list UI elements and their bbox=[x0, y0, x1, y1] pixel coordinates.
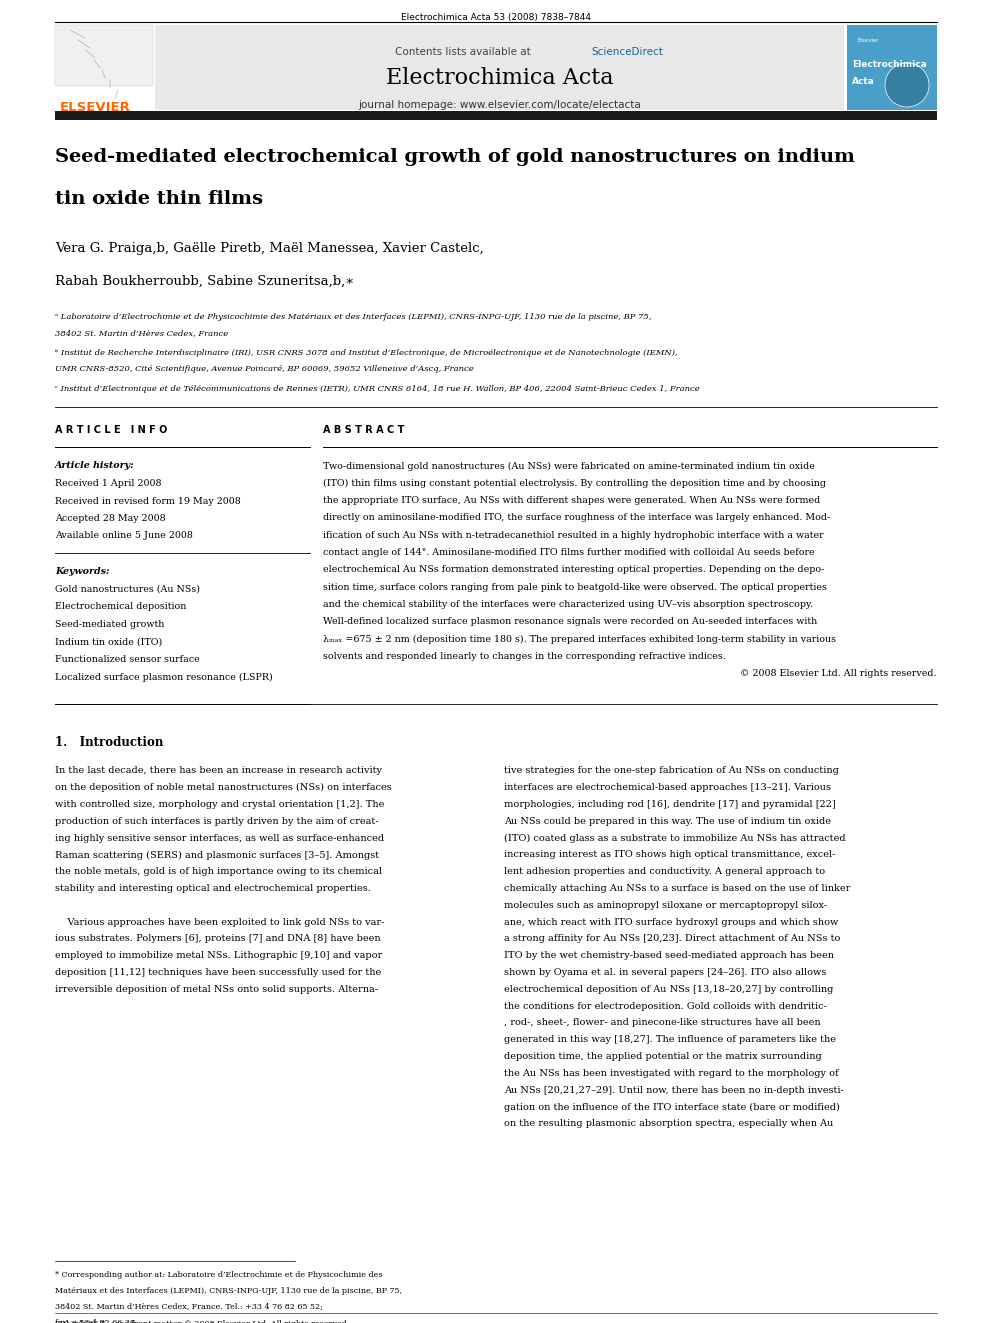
Bar bbox=[55, 49, 153, 110]
Text: contact angle of 144°. Aminosilane-modified ITO films further modified with coll: contact angle of 144°. Aminosilane-modif… bbox=[323, 548, 814, 557]
Text: solvents and responded linearly to changes in the corresponding refractive indic: solvents and responded linearly to chang… bbox=[323, 652, 726, 660]
Text: UMR CNRS-8520, Cité Scientifique, Avenue Poincaré, BP 60069, 59652 Villeneuve d’: UMR CNRS-8520, Cité Scientifique, Avenue… bbox=[55, 365, 474, 373]
Text: Contents lists available at: Contents lists available at bbox=[395, 48, 534, 57]
Text: deposition [11,12] techniques have been successfully used for the: deposition [11,12] techniques have been … bbox=[55, 968, 381, 976]
Text: the Au NSs has been investigated with regard to the morphology of: the Au NSs has been investigated with re… bbox=[504, 1069, 838, 1078]
Text: production of such interfaces is partly driven by the aim of creat-: production of such interfaces is partly … bbox=[55, 816, 379, 826]
Text: ification of such Au NSs with n-tetradecanethiol resulted in a highly hydrophobi: ification of such Au NSs with n-tetradec… bbox=[323, 531, 823, 540]
Text: molecules such as aminopropyl siloxane or mercaptopropyl silox-: molecules such as aminopropyl siloxane o… bbox=[504, 901, 827, 910]
Text: employed to immobilize metal NSs. Lithographic [9,10] and vapor: employed to immobilize metal NSs. Lithog… bbox=[55, 951, 382, 960]
Text: electrochemical deposition of Au NSs [13,18–20,27] by controlling: electrochemical deposition of Au NSs [13… bbox=[504, 984, 833, 994]
Bar bbox=[55, 111, 937, 120]
Text: 38402 St. Martin d’Hères Cedex, France: 38402 St. Martin d’Hères Cedex, France bbox=[55, 329, 228, 337]
Text: A B S T R A C T: A B S T R A C T bbox=[323, 426, 405, 435]
Text: chemically attaching Au NSs to a surface is based on the use of linker: chemically attaching Au NSs to a surface… bbox=[504, 884, 850, 893]
Text: with controlled size, morphology and crystal orientation [1,2]. The: with controlled size, morphology and cry… bbox=[55, 800, 384, 808]
Text: Functionalized sensor surface: Functionalized sensor surface bbox=[55, 655, 199, 664]
Text: ᶜ Institut d’Electronique et de Télécommunications de Rennes (IETR), UMR CNRS 61: ᶜ Institut d’Electronique et de Télécomm… bbox=[55, 385, 699, 393]
Text: Indium tin oxide (ITO): Indium tin oxide (ITO) bbox=[55, 638, 163, 647]
Text: shown by Oyama et al. in several papers [24–26]. ITO also allows: shown by Oyama et al. in several papers … bbox=[504, 968, 826, 976]
Text: Two-dimensional gold nanostructures (Au NSs) were fabricated on amine-terminated: Two-dimensional gold nanostructures (Au … bbox=[323, 462, 814, 471]
Text: sition time, surface colors ranging from pale pink to beatgold-like were observe: sition time, surface colors ranging from… bbox=[323, 582, 827, 591]
Text: gation on the influence of the ITO interface state (bare or modified): gation on the influence of the ITO inter… bbox=[504, 1102, 840, 1111]
Text: Vera G. Praiga,b, Gaëlle Piretb, Maël Manessea, Xavier Castelc,: Vera G. Praiga,b, Gaëlle Piretb, Maël Ma… bbox=[55, 242, 484, 255]
Text: Electrochimica: Electrochimica bbox=[852, 60, 927, 69]
Text: Various approaches have been exploited to link gold NSs to var-: Various approaches have been exploited t… bbox=[55, 918, 384, 926]
Text: interfaces are electrochemical-based approaches [13–21]. Various: interfaces are electrochemical-based app… bbox=[504, 783, 831, 792]
Text: stability and interesting optical and electrochemical properties.: stability and interesting optical and el… bbox=[55, 884, 371, 893]
Text: Electrochimica Acta: Electrochimica Acta bbox=[386, 67, 613, 89]
Text: Seed-mediated electrochemical growth of gold nanostructures on indium: Seed-mediated electrochemical growth of … bbox=[55, 148, 855, 165]
Text: ane, which react with ITO surface hydroxyl groups and which show: ane, which react with ITO surface hydrox… bbox=[504, 918, 838, 926]
Text: Received 1 April 2008: Received 1 April 2008 bbox=[55, 479, 162, 488]
Text: (ITO) coated glass as a substrate to immobilize Au NSs has attracted: (ITO) coated glass as a substrate to imm… bbox=[504, 833, 845, 843]
Text: (ITO) thin films using constant potential electrolysis. By controlling the depos: (ITO) thin films using constant potentia… bbox=[323, 479, 826, 488]
Text: ious substrates. Polymers [6], proteins [7] and DNA [8] have been: ious substrates. Polymers [6], proteins … bbox=[55, 934, 381, 943]
Text: ing highly sensitive sensor interfaces, as well as surface-enhanced: ing highly sensitive sensor interfaces, … bbox=[55, 833, 384, 843]
Text: Well-defined localized surface plasmon resonance signals were recorded on Au-see: Well-defined localized surface plasmon r… bbox=[323, 618, 817, 626]
Text: on the resulting plasmonic absorption spectra, especially when Au: on the resulting plasmonic absorption sp… bbox=[504, 1119, 833, 1129]
Text: A R T I C L E   I N F O: A R T I C L E I N F O bbox=[55, 426, 168, 435]
Text: tive strategies for the one-step fabrication of Au NSs on conducting: tive strategies for the one-step fabrica… bbox=[504, 766, 839, 775]
Text: Gold nanostructures (Au NSs): Gold nanostructures (Au NSs) bbox=[55, 585, 200, 594]
Text: Available online 5 June 2008: Available online 5 June 2008 bbox=[55, 532, 192, 541]
Text: the appropriate ITO surface, Au NSs with different shapes were generated. When A: the appropriate ITO surface, Au NSs with… bbox=[323, 496, 820, 505]
Text: Electrochemical deposition: Electrochemical deposition bbox=[55, 602, 186, 611]
Text: * Corresponding author at: Laboratoire d’Electrochimie et de Physicochimie des: * Corresponding author at: Laboratoire d… bbox=[55, 1271, 383, 1279]
Text: ITO by the wet chemistry-based seed-mediated approach has been: ITO by the wet chemistry-based seed-medi… bbox=[504, 951, 834, 960]
Text: irreversible deposition of metal NSs onto solid supports. Alterna-: irreversible deposition of metal NSs ont… bbox=[55, 984, 378, 994]
Text: tin oxide thin films: tin oxide thin films bbox=[55, 191, 263, 208]
Text: Received in revised form 19 May 2008: Received in revised form 19 May 2008 bbox=[55, 496, 241, 505]
Text: Matériaux et des Interfaces (LEPMI), CNRS-INPG-UJF, 1130 rue de la piscine, BP 7: Matériaux et des Interfaces (LEPMI), CNR… bbox=[55, 1287, 402, 1295]
Text: Elsevier: Elsevier bbox=[857, 38, 879, 44]
Text: ScienceDirect: ScienceDirect bbox=[591, 48, 664, 57]
Text: deposition time, the applied potential or the matrix surrounding: deposition time, the applied potential o… bbox=[504, 1052, 821, 1061]
Text: 1.   Introduction: 1. Introduction bbox=[55, 737, 164, 749]
Text: journal homepage: www.elsevier.com/locate/electacta: journal homepage: www.elsevier.com/locat… bbox=[358, 101, 641, 110]
Text: Seed-mediated growth: Seed-mediated growth bbox=[55, 620, 165, 628]
Text: the noble metals, gold is of high importance owing to its chemical: the noble metals, gold is of high import… bbox=[55, 867, 382, 876]
Text: increasing interest as ITO shows high optical transmittance, excel-: increasing interest as ITO shows high op… bbox=[504, 851, 835, 860]
Text: 38402 St. Martin d’Hères Cedex, France. Tel.: +33 4 76 82 65 52;: 38402 St. Martin d’Hères Cedex, France. … bbox=[55, 1303, 322, 1311]
Text: ᵃ Laboratoire d’Electrochimie et de Physicochimie des Matériaux et des Interface: ᵃ Laboratoire d’Electrochimie et de Phys… bbox=[55, 314, 652, 321]
Text: on the deposition of noble metal nanostructures (NSs) on interfaces: on the deposition of noble metal nanostr… bbox=[55, 783, 392, 792]
Circle shape bbox=[885, 64, 929, 107]
Text: Localized surface plasmon resonance (LSPR): Localized surface plasmon resonance (LSP… bbox=[55, 672, 273, 681]
Text: and the chemical stability of the interfaces were characterized using UV–vis abs: and the chemical stability of the interf… bbox=[323, 599, 813, 609]
Text: morphologies, including rod [16], dendrite [17] and pyramidal [22]: morphologies, including rod [16], dendri… bbox=[504, 800, 835, 808]
Text: λₘₐₓ =675 ± 2 nm (deposition time 180 s). The prepared interfaces exhibited long: λₘₐₓ =675 ± 2 nm (deposition time 180 s)… bbox=[323, 635, 836, 643]
Text: Article history:: Article history: bbox=[55, 462, 135, 471]
Bar bbox=[55, 25, 153, 86]
Text: , rod-, sheet-, flower- and pinecone-like structures have all been: , rod-, sheet-, flower- and pinecone-lik… bbox=[504, 1019, 820, 1028]
Text: fax: +33 4 82 66 30.: fax: +33 4 82 66 30. bbox=[55, 1319, 138, 1323]
Text: Rabah Boukherroubb, Sabine Szuneritsa,b,∗: Rabah Boukherroubb, Sabine Szuneritsa,b,… bbox=[55, 275, 354, 288]
Text: Au NSs could be prepared in this way. The use of indium tin oxide: Au NSs could be prepared in this way. Th… bbox=[504, 816, 831, 826]
Text: lent adhesion properties and conductivity. A general approach to: lent adhesion properties and conductivit… bbox=[504, 867, 825, 876]
Text: Accepted 28 May 2008: Accepted 28 May 2008 bbox=[55, 515, 166, 523]
Text: 0013-4686/$ – see front matter © 2008 Elsevier Ltd. All rights reserved.: 0013-4686/$ – see front matter © 2008 El… bbox=[55, 1320, 349, 1323]
Text: ELSEVIER: ELSEVIER bbox=[60, 101, 131, 114]
Text: Keywords:: Keywords: bbox=[55, 568, 109, 577]
Text: ᵇ Institut de Recherche Interdisciplinaire (IRI), USR CNRS 3078 and Institut d’E: ᵇ Institut de Recherche Interdisciplinai… bbox=[55, 349, 678, 357]
Bar bbox=[155, 25, 844, 110]
Text: a strong affinity for Au NSs [20,23]. Direct attachment of Au NSs to: a strong affinity for Au NSs [20,23]. Di… bbox=[504, 934, 840, 943]
Text: Raman scattering (SERS) and plasmonic surfaces [3–5]. Amongst: Raman scattering (SERS) and plasmonic su… bbox=[55, 851, 379, 860]
Text: In the last decade, there has been an increase in research activity: In the last decade, there has been an in… bbox=[55, 766, 382, 775]
Text: Electrochimica Acta 53 (2008) 7838–7844: Electrochimica Acta 53 (2008) 7838–7844 bbox=[401, 13, 591, 22]
Text: generated in this way [18,27]. The influence of parameters like the: generated in this way [18,27]. The influ… bbox=[504, 1035, 836, 1044]
Bar bbox=[847, 25, 937, 110]
Text: Acta: Acta bbox=[852, 77, 875, 86]
Text: electrochemical Au NSs formation demonstrated interesting optical properties. De: electrochemical Au NSs formation demonst… bbox=[323, 565, 824, 574]
Text: © 2008 Elsevier Ltd. All rights reserved.: © 2008 Elsevier Ltd. All rights reserved… bbox=[740, 669, 937, 679]
Text: directly on aminosilane-modified ITO, the surface roughness of the interface was: directly on aminosilane-modified ITO, th… bbox=[323, 513, 830, 523]
Text: Au NSs [20,21,27–29]. Until now, there has been no in-depth investi-: Au NSs [20,21,27–29]. Until now, there h… bbox=[504, 1086, 844, 1094]
Text: the conditions for electrodeposition. Gold colloids with dendritic-: the conditions for electrodeposition. Go… bbox=[504, 1002, 827, 1011]
